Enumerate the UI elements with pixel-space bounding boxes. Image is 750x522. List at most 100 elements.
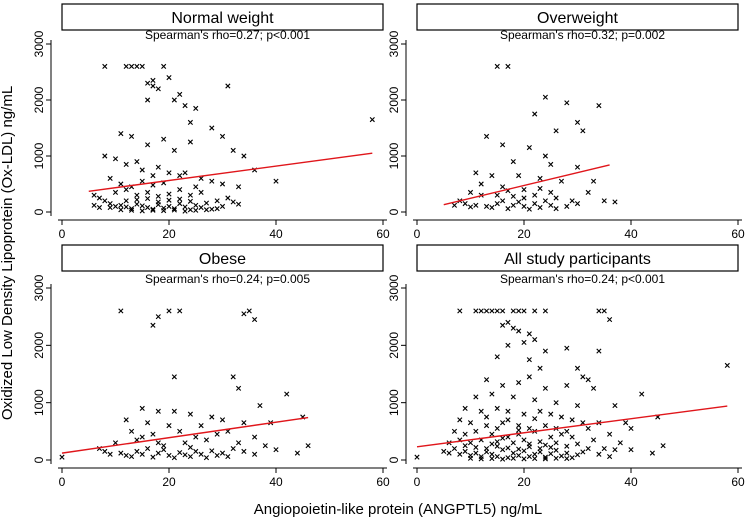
scatter-point [489, 308, 495, 314]
scatter-point [145, 195, 151, 202]
scatter-point [462, 201, 468, 207]
scatter-point [553, 447, 559, 453]
scatter-point [102, 448, 108, 454]
scatter-point [500, 382, 506, 389]
scatter-point [542, 94, 548, 100]
scatter-point [193, 207, 199, 213]
scatter-point [548, 444, 554, 450]
scatter-point [209, 206, 215, 212]
scatter-point [230, 199, 236, 205]
scatter-point [532, 416, 538, 422]
scatter-point [494, 192, 500, 198]
panel-3: Obese Spearman's rho=0.24; p=0.005 0 1000 20… [32, 244, 390, 489]
scatter-point [510, 325, 516, 331]
scatter-point [118, 207, 124, 213]
scatter-point [235, 440, 242, 446]
scatter-point [451, 445, 458, 452]
scatter-point [478, 456, 484, 462]
scatter-point [596, 308, 602, 314]
scatter-point [235, 201, 242, 207]
scatter-point [118, 450, 124, 456]
scatter-point [521, 411, 527, 417]
scatter-point [542, 348, 548, 354]
scatter-point [150, 454, 156, 460]
scatter-point [660, 443, 666, 449]
scatter-point [139, 63, 145, 69]
y-tick-label: 2000 [32, 86, 46, 113]
scatter-point [473, 308, 479, 314]
scatter-point [483, 308, 490, 314]
scatter-point [252, 434, 258, 440]
scatter-point [123, 204, 129, 210]
scatter-point [612, 199, 618, 205]
scatter-point [155, 408, 161, 414]
scatter-point [219, 450, 226, 456]
scatter-point [177, 308, 183, 314]
scatter-point [649, 450, 655, 456]
scatter-point [532, 192, 538, 198]
scatter-point [521, 308, 527, 314]
scatter-point [500, 435, 506, 441]
scatter-point [457, 451, 463, 457]
scatter-point [532, 397, 538, 403]
scatter-point [521, 456, 527, 462]
scatter-point [166, 75, 172, 81]
panel-title-box [416, 3, 739, 31]
scatter-point [526, 206, 532, 212]
scatter-point [542, 454, 548, 460]
scatter-point [214, 431, 220, 437]
scatter-point [473, 450, 479, 456]
scatter-point [155, 314, 161, 320]
scatter-point [134, 448, 140, 454]
scatter-point [161, 208, 167, 214]
scatter-point [145, 189, 151, 195]
scatter-point [516, 446, 522, 452]
scatter-point [553, 440, 559, 446]
scatter-point [150, 431, 156, 437]
scatter-point [107, 204, 113, 211]
scatter-point [580, 449, 586, 455]
x-tick-label: 0 [59, 227, 66, 241]
scatter-point [521, 203, 527, 209]
scatter-point [102, 153, 108, 159]
scatter-point [596, 103, 602, 109]
scatter-point [467, 455, 474, 461]
scatter-point [187, 411, 193, 417]
scatter-point [171, 374, 177, 380]
scatter-point [451, 202, 458, 208]
scatter-point [118, 308, 124, 314]
scatter-point [112, 440, 119, 446]
scatter-point [209, 125, 215, 131]
y-tick-label: 2000 [387, 86, 401, 113]
scatter-point [516, 427, 522, 433]
scatter-point [193, 184, 199, 190]
scatter-point [150, 206, 156, 212]
scatter-point [542, 308, 548, 314]
y-tick-label: 3000 [387, 30, 401, 57]
scatter-point [198, 204, 204, 211]
scatter-point [166, 203, 172, 209]
scatter-point [623, 420, 629, 426]
scatter-point [580, 374, 586, 380]
y-tick-label: 1000 [387, 142, 401, 169]
scatter-point [462, 431, 468, 437]
scatter-point [601, 445, 607, 452]
scatter-point [505, 63, 511, 69]
scatter-point [607, 431, 613, 437]
scatter-point [241, 448, 247, 454]
scatter-point [161, 443, 167, 449]
scatter-point [532, 308, 538, 314]
scatter-point [532, 455, 538, 462]
scatter-point [182, 103, 188, 109]
scatter-point [187, 453, 193, 460]
scatter-point [145, 445, 151, 452]
scatter-point [182, 440, 188, 446]
scatter-point [166, 197, 172, 203]
scatter-point [516, 199, 522, 205]
scatter-point [150, 182, 156, 188]
scatter-point [473, 202, 479, 208]
scatter-point [155, 193, 161, 199]
scatter-point [596, 451, 602, 457]
scatter-point [473, 444, 479, 450]
y-tick-label: 0 [32, 456, 46, 463]
